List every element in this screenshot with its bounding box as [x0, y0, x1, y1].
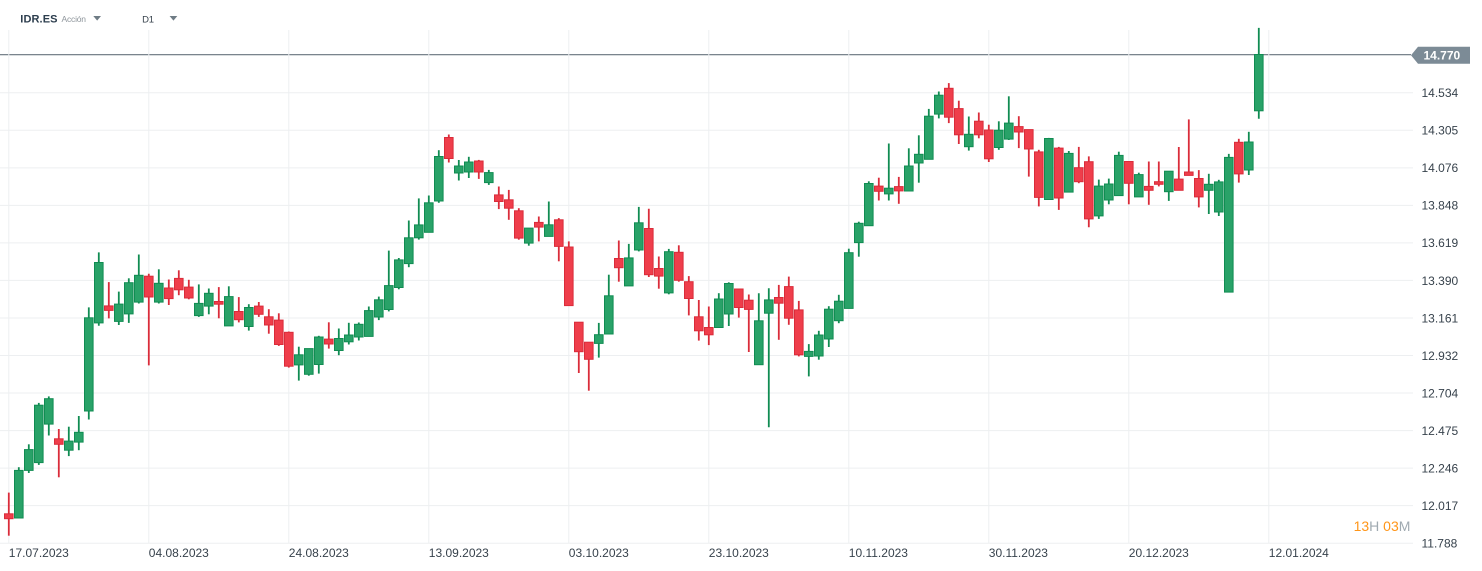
svg-text:13.09.2023: 13.09.2023	[429, 546, 489, 560]
svg-text:20.12.2023: 20.12.2023	[1129, 546, 1189, 560]
svg-text:14.305: 14.305	[1422, 124, 1459, 138]
svg-text:IDR.ES: IDR.ES	[20, 14, 57, 26]
svg-text:03.10.2023: 03.10.2023	[569, 546, 629, 560]
svg-text:13.161: 13.161	[1422, 311, 1459, 325]
svg-text:17.07.2023: 17.07.2023	[9, 546, 69, 560]
svg-text:04.08.2023: 04.08.2023	[149, 546, 209, 560]
svg-text:12.017: 12.017	[1422, 499, 1459, 513]
svg-text:14.534: 14.534	[1422, 86, 1459, 100]
svg-text:12.475: 12.475	[1422, 424, 1459, 438]
svg-text:13.848: 13.848	[1422, 199, 1459, 213]
svg-text:24.08.2023: 24.08.2023	[289, 546, 349, 560]
svg-text:12.704: 12.704	[1422, 386, 1459, 400]
svg-text:12.01.2024: 12.01.2024	[1269, 546, 1329, 560]
svg-text:12.246: 12.246	[1422, 461, 1459, 475]
svg-text:30.11.2023: 30.11.2023	[989, 546, 1048, 560]
svg-text:14.076: 14.076	[1422, 161, 1459, 175]
svg-text:11.788: 11.788	[1422, 537, 1458, 551]
svg-text:12.932: 12.932	[1422, 349, 1459, 363]
svg-text:13.619: 13.619	[1422, 236, 1459, 250]
svg-text:14.770: 14.770	[1424, 49, 1461, 63]
svg-text:13.390: 13.390	[1422, 274, 1459, 288]
svg-text:10.11.2023: 10.11.2023	[849, 546, 908, 560]
svg-text:13H 03M: 13H 03M	[1354, 518, 1411, 534]
svg-text:23.10.2023: 23.10.2023	[709, 546, 769, 560]
svg-text:D1: D1	[142, 14, 154, 25]
svg-text:Acción: Acción	[62, 14, 87, 24]
